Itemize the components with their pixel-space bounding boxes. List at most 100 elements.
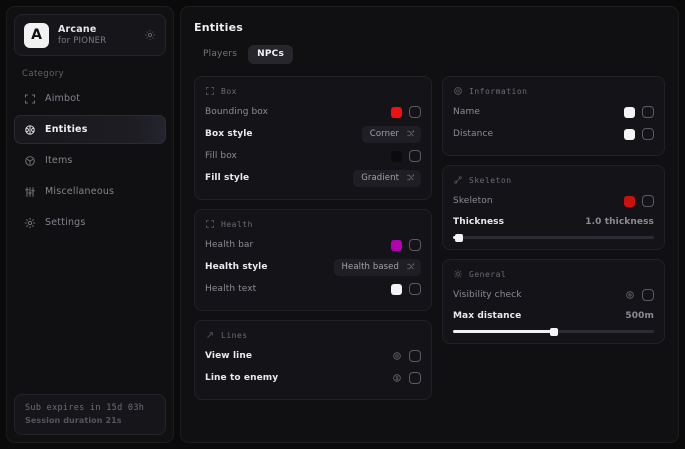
row-visibility-check: Visibility check <box>453 284 654 306</box>
row-controls <box>391 150 421 162</box>
slider-handle[interactable] <box>455 233 464 242</box>
panel-information: Information Name Distance <box>442 76 665 156</box>
toggle-checkbox[interactable] <box>409 106 421 118</box>
sidebar-item-miscellaneous[interactable]: Miscellaneous <box>14 177 166 206</box>
panel-lines: Lines View line Line to e <box>194 320 432 400</box>
panel-title: Information <box>469 86 528 96</box>
row-label: View line <box>205 351 253 361</box>
color-swatch[interactable] <box>391 150 402 162</box>
panel-header: Information <box>453 86 654 96</box>
gear-icon[interactable] <box>625 290 635 300</box>
gear-icon <box>24 217 36 228</box>
subscription-footer: Sub expires in 15d 03h Session duration … <box>14 394 166 435</box>
select-value: Health based <box>341 261 399 272</box>
panel-title: General <box>469 269 507 279</box>
gear-icon[interactable] <box>392 373 402 383</box>
row-fill-style: Fill style Gradient <box>205 167 421 189</box>
panel-columns: Box Bounding box Box style Corner <box>194 76 665 432</box>
box-style-select[interactable]: Corner <box>361 125 421 143</box>
toggle-checkbox[interactable] <box>409 283 421 295</box>
row-label: Line to enemy <box>205 373 279 383</box>
panel-header: General <box>453 269 654 279</box>
row-distance: Distance <box>453 123 654 145</box>
toggle-checkbox[interactable] <box>642 195 654 207</box>
shuffle-icon <box>407 130 414 137</box>
row-label: Fill style <box>205 173 250 183</box>
sidebar-nav: Aimbot Entities Items <box>14 84 166 237</box>
toggle-checkbox[interactable] <box>409 150 421 162</box>
color-swatch[interactable] <box>624 195 635 207</box>
row-controls <box>391 106 421 118</box>
row-health-style: Health style Health based <box>205 256 421 278</box>
color-swatch[interactable] <box>624 106 635 118</box>
sidebar: A Arcane for PIONER Category Aimbot <box>6 6 174 443</box>
gear-icon[interactable] <box>392 351 402 361</box>
row-controls <box>391 283 421 295</box>
toggle-checkbox[interactable] <box>409 350 421 362</box>
thickness-slider[interactable] <box>453 233 654 242</box>
panel-header: Lines <box>205 330 421 340</box>
panel-title: Lines <box>221 330 248 340</box>
toggle-checkbox[interactable] <box>642 106 654 118</box>
panel-title: Box <box>221 86 237 96</box>
toggle-checkbox[interactable] <box>642 128 654 140</box>
row-health-bar: Health bar <box>205 234 421 256</box>
sliders-icon <box>25 186 35 197</box>
row-controls <box>392 372 421 384</box>
toggle-checkbox[interactable] <box>409 372 421 384</box>
health-style-select[interactable]: Health based <box>333 258 421 276</box>
panel-title: Skeleton <box>469 175 512 185</box>
gear-icon[interactable] <box>144 29 156 41</box>
subscription-expiry: Sub expires in 15d 03h <box>25 403 145 413</box>
slider-fill <box>453 330 554 333</box>
tab-players[interactable]: Players <box>203 49 238 59</box>
color-swatch[interactable] <box>391 283 402 295</box>
shuffle-icon <box>407 174 414 181</box>
panel-header: Box <box>205 86 421 96</box>
sidebar-item-label: Entities <box>45 124 88 135</box>
brand-card[interactable]: A Arcane for PIONER <box>14 14 166 56</box>
max-distance-value: 500m <box>625 311 654 321</box>
color-swatch[interactable] <box>391 106 402 118</box>
row-label: Thickness <box>453 217 505 227</box>
fill-style-select[interactable]: Gradient <box>353 169 421 187</box>
main-content: Entities Players NPCs Box Bounding box <box>180 6 679 443</box>
row-controls <box>624 128 654 140</box>
row-line-to-enemy: Line to enemy <box>205 367 421 389</box>
session-duration: Session duration 21s <box>25 416 122 425</box>
sidebar-item-label: Aimbot <box>45 93 81 104</box>
toggle-checkbox[interactable] <box>642 289 654 301</box>
row-thickness: Thickness 1.0 thickness <box>453 212 654 232</box>
sidebar-item-aimbot[interactable]: Aimbot <box>14 84 166 113</box>
sidebar-item-label: Settings <box>45 217 86 228</box>
color-swatch[interactable] <box>391 239 402 251</box>
slider-handle[interactable] <box>549 327 558 336</box>
sidebar-item-label: Items <box>45 155 73 166</box>
left-column: Box Bounding box Box style Corner <box>194 76 432 400</box>
row-label: Fill box <box>205 151 237 161</box>
select-value: Gradient <box>361 172 399 183</box>
entities-icon <box>25 124 35 135</box>
max-distance-slider[interactable] <box>453 327 654 336</box>
row-label: Bounding box <box>205 107 269 117</box>
color-swatch[interactable] <box>624 128 635 140</box>
row-max-distance: Max distance 500m <box>453 306 654 326</box>
shuffle-icon <box>407 263 414 270</box>
toggle-checkbox[interactable] <box>409 239 421 251</box>
row-label: Skeleton <box>453 196 493 206</box>
sidebar-item-label: Miscellaneous <box>45 186 115 197</box>
diagonal-arrow-icon <box>207 332 213 338</box>
panel-header: Skeleton <box>453 175 654 185</box>
entities-icon <box>454 87 462 95</box>
tab-npcs[interactable]: NPCs <box>248 45 293 64</box>
sidebar-item-items[interactable]: Items <box>14 146 166 175</box>
row-label: Name <box>453 107 480 117</box>
right-column: Information Name Distance <box>442 76 665 344</box>
box-frame-icon <box>206 87 214 95</box>
sun-icon <box>453 269 463 279</box>
sidebar-item-settings[interactable]: Settings <box>14 208 166 237</box>
row-fill-box: Fill box <box>205 145 421 167</box>
sidebar-item-entities[interactable]: Entities <box>14 115 166 144</box>
row-label: Box style <box>205 129 253 139</box>
